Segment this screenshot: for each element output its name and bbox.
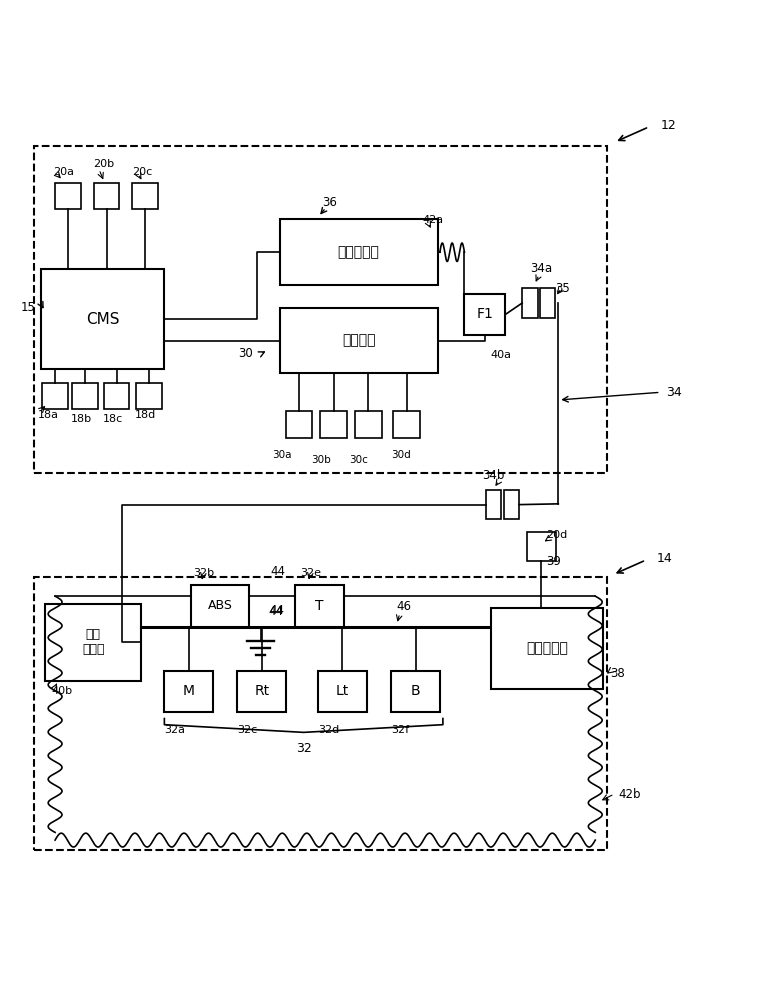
Text: B: B — [411, 684, 420, 698]
Text: 18a: 18a — [37, 410, 58, 420]
Bar — [72, 383, 98, 409]
Text: 32a: 32a — [164, 725, 185, 735]
Text: 44: 44 — [270, 565, 285, 578]
Text: 32b: 32b — [194, 568, 215, 578]
Text: CMS: CMS — [86, 312, 119, 327]
Bar — [164, 671, 213, 712]
Bar — [33, 146, 607, 473]
Bar — [391, 671, 440, 712]
Text: 32f: 32f — [391, 725, 409, 735]
Bar — [320, 411, 347, 438]
Text: T: T — [315, 599, 324, 613]
Text: 38: 38 — [611, 667, 625, 680]
Text: 42a: 42a — [422, 215, 443, 225]
Text: 34b: 34b — [482, 469, 505, 482]
Text: 40a: 40a — [491, 350, 512, 360]
Text: 车辆控件: 车辆控件 — [342, 333, 375, 347]
Text: 30: 30 — [238, 347, 253, 360]
Text: 20d: 20d — [546, 530, 567, 540]
Bar — [486, 490, 501, 519]
Bar — [280, 308, 438, 373]
Text: 18b: 18b — [71, 414, 91, 424]
Bar — [33, 577, 607, 850]
Bar — [527, 532, 556, 561]
Text: 34a: 34a — [530, 262, 552, 275]
Text: 20b: 20b — [94, 159, 115, 169]
Text: 30b: 30b — [311, 455, 330, 465]
Text: 44: 44 — [268, 605, 283, 618]
Bar — [285, 411, 312, 438]
Text: 42b: 42b — [618, 788, 641, 801]
Text: 第一处理器: 第一处理器 — [338, 245, 380, 259]
Bar — [136, 383, 162, 409]
Text: 35: 35 — [555, 282, 570, 295]
Text: 20c: 20c — [132, 167, 153, 177]
Text: 40b: 40b — [51, 686, 72, 696]
Text: 20a: 20a — [53, 167, 74, 177]
Text: 14: 14 — [656, 552, 673, 565]
Text: 39: 39 — [546, 555, 561, 568]
Text: 46: 46 — [397, 600, 412, 613]
Bar — [104, 383, 129, 409]
Bar — [94, 183, 119, 209]
Bar — [56, 183, 81, 209]
Bar — [504, 490, 519, 519]
Text: 第二
滤波器: 第二 滤波器 — [82, 628, 105, 656]
Text: 12: 12 — [660, 119, 677, 132]
Text: 32e: 32e — [301, 568, 322, 578]
Bar — [355, 411, 382, 438]
Text: 30c: 30c — [350, 455, 368, 465]
Bar — [464, 294, 505, 335]
Text: 15: 15 — [20, 301, 35, 314]
Text: 44: 44 — [270, 604, 284, 617]
Bar — [540, 288, 555, 318]
Bar — [280, 219, 438, 285]
Text: 第二处理器: 第二处理器 — [526, 641, 568, 655]
Bar — [491, 608, 603, 689]
Text: 32c: 32c — [237, 725, 258, 735]
Text: 18c: 18c — [103, 414, 123, 424]
Text: Lt: Lt — [336, 684, 349, 698]
Text: 30d: 30d — [391, 450, 412, 460]
Text: F1: F1 — [477, 307, 493, 321]
Text: M: M — [183, 684, 195, 698]
Text: 32: 32 — [296, 742, 312, 755]
Text: 36: 36 — [322, 196, 337, 209]
Text: 18d: 18d — [135, 410, 157, 420]
Text: Rt: Rt — [254, 684, 269, 698]
Bar — [393, 411, 420, 438]
Bar — [237, 671, 286, 712]
Bar — [319, 671, 367, 712]
Text: ABS: ABS — [208, 599, 232, 612]
Text: 32d: 32d — [319, 725, 339, 735]
Bar — [45, 604, 141, 681]
Bar — [41, 269, 164, 369]
Bar — [295, 585, 343, 627]
Bar — [191, 585, 249, 627]
Text: 30a: 30a — [272, 450, 292, 460]
Bar — [133, 183, 158, 209]
Bar — [522, 288, 538, 318]
Bar — [43, 383, 67, 409]
Text: 34: 34 — [666, 386, 682, 399]
